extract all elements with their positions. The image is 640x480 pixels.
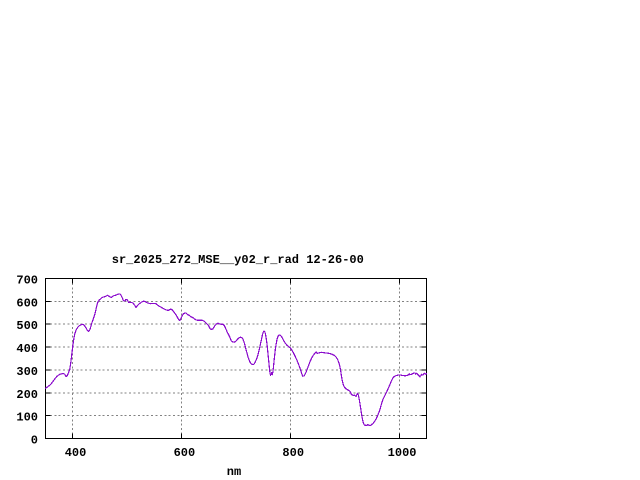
svg-text:1000: 1000 (388, 446, 417, 460)
svg-text:300: 300 (16, 365, 38, 379)
svg-text:400: 400 (16, 342, 38, 356)
svg-text:600: 600 (16, 296, 38, 310)
svg-text:500: 500 (16, 319, 38, 333)
svg-text:700: 700 (16, 274, 38, 288)
svg-text:100: 100 (16, 411, 38, 425)
svg-text:400: 400 (65, 446, 87, 460)
svg-text:sr_2025_272_MSE__y02_r_rad 12-: sr_2025_272_MSE__y02_r_rad 12-26-00 (112, 253, 364, 267)
svg-text:0: 0 (31, 434, 38, 448)
svg-text:nm: nm (227, 465, 241, 479)
svg-text:800: 800 (282, 446, 304, 460)
svg-text:200: 200 (16, 388, 38, 402)
svg-text:600: 600 (174, 446, 196, 460)
